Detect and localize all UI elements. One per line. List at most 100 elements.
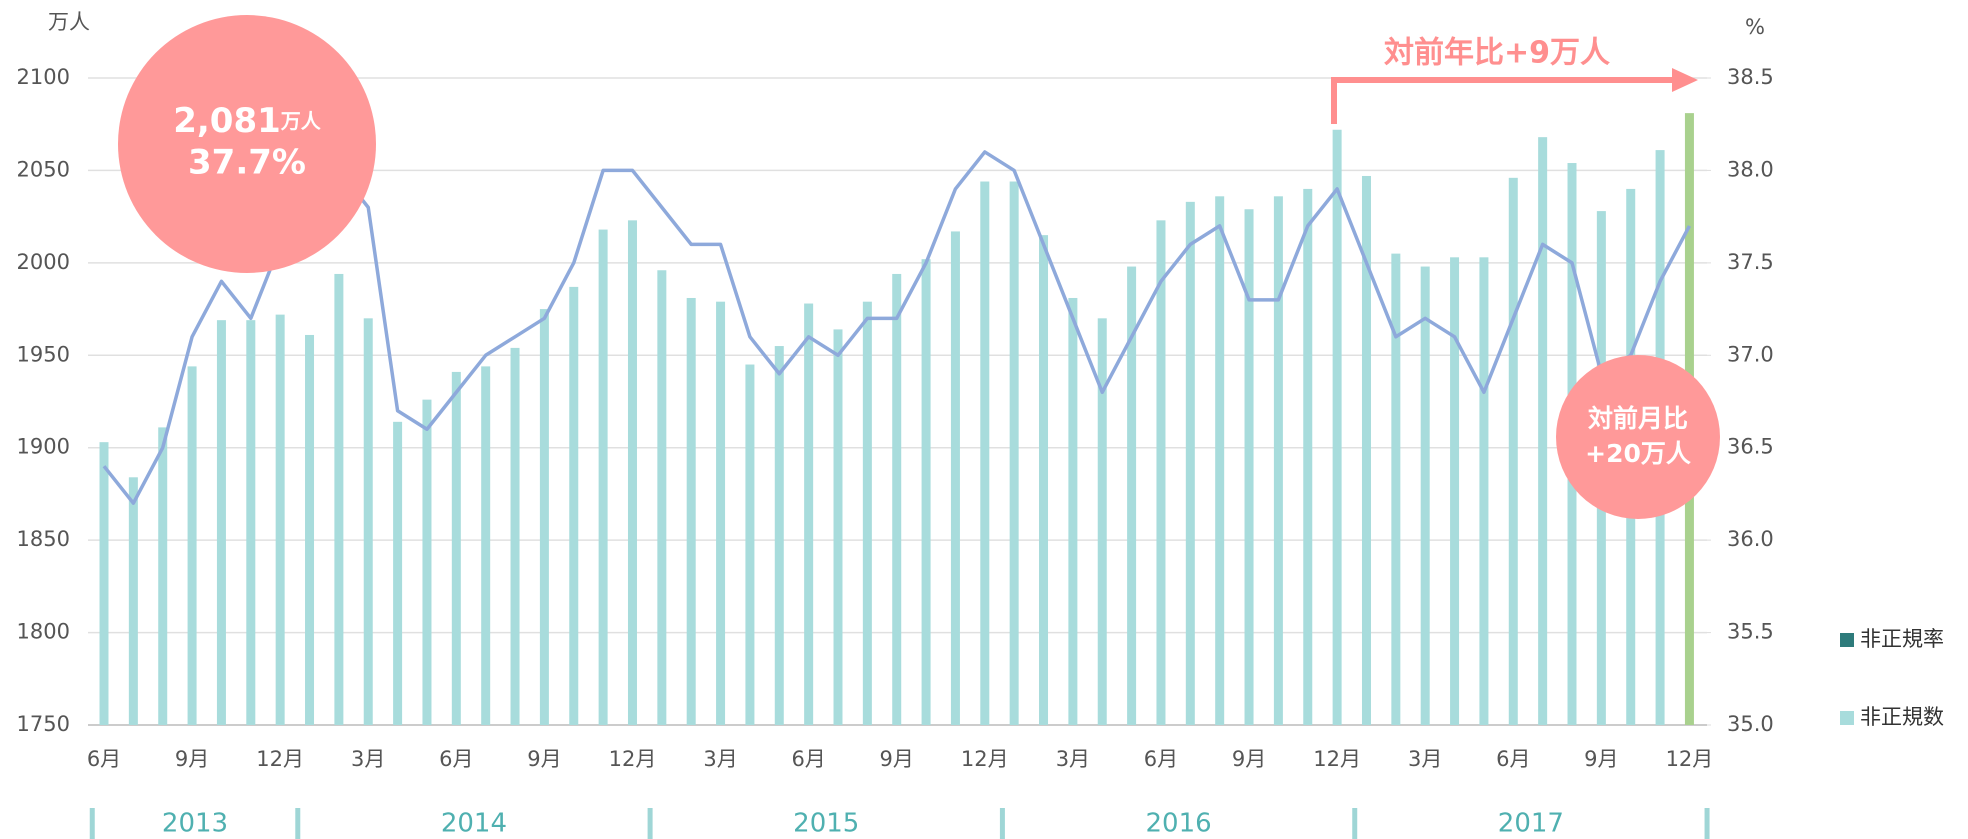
x-tick-label: 3月 bbox=[1408, 747, 1442, 771]
bar bbox=[1127, 266, 1137, 725]
y2-tick-label: 38.5 bbox=[1727, 65, 1774, 89]
y2-tick-label: 36.5 bbox=[1727, 435, 1774, 459]
bar bbox=[833, 329, 843, 725]
x-tick-label: 6月 bbox=[87, 747, 121, 771]
bar bbox=[187, 366, 197, 725]
x-tick-label: 9月 bbox=[527, 747, 561, 771]
bar bbox=[422, 399, 432, 725]
bar bbox=[1273, 196, 1283, 725]
year-label: 2017 bbox=[1498, 809, 1564, 839]
bar bbox=[804, 303, 814, 725]
x-tick-label: 3月 bbox=[1056, 747, 1090, 771]
x-tick-label: 6月 bbox=[1144, 747, 1178, 771]
x-tick-label: 6月 bbox=[791, 747, 825, 771]
bar bbox=[1009, 181, 1019, 725]
bar bbox=[569, 286, 579, 725]
legend-swatch bbox=[1840, 633, 1854, 647]
bar bbox=[892, 273, 902, 725]
y-axis-label: 万人 bbox=[48, 10, 90, 34]
x-tick-label: 3月 bbox=[351, 747, 385, 771]
bar bbox=[1215, 196, 1225, 725]
x-tick-label: 12月 bbox=[961, 747, 1009, 771]
year-label: 2016 bbox=[1145, 809, 1211, 839]
legend-swatch bbox=[1840, 711, 1854, 725]
annotation-value: +20万人 bbox=[1585, 439, 1691, 468]
bar bbox=[158, 427, 168, 725]
bar bbox=[598, 229, 608, 725]
bar bbox=[305, 334, 315, 725]
x-tick-label: 6月 bbox=[1496, 747, 1530, 771]
x-tick-label: 6月 bbox=[439, 747, 473, 771]
bar bbox=[657, 270, 667, 725]
year-label: 2015 bbox=[793, 809, 859, 839]
annotation-value: 2,081万人 bbox=[173, 101, 322, 141]
y2-tick-label: 37.0 bbox=[1727, 342, 1774, 366]
y-tick-label: 2050 bbox=[17, 157, 70, 181]
bar bbox=[481, 366, 491, 725]
bar bbox=[921, 259, 931, 725]
y2-tick-label: 35.5 bbox=[1727, 620, 1774, 644]
y-tick-label: 1800 bbox=[17, 620, 70, 644]
legend-label: 非正規率 bbox=[1860, 627, 1944, 651]
legend-label: 非正規数 bbox=[1860, 705, 1944, 729]
bar bbox=[1538, 137, 1548, 725]
annotation-yoy: 対前年比+9万人 bbox=[1384, 36, 1610, 71]
y-tick-label: 2000 bbox=[17, 250, 70, 274]
bar bbox=[451, 371, 461, 725]
bar bbox=[510, 347, 520, 725]
x-tick-label: 12月 bbox=[1313, 747, 1361, 771]
year-label: 2014 bbox=[441, 809, 507, 839]
annotation-unit: 万人 bbox=[280, 109, 322, 133]
y2-tick-label: 36.0 bbox=[1727, 527, 1774, 551]
bar bbox=[980, 181, 990, 725]
annotation-arrow bbox=[1331, 77, 1676, 124]
annotation-label: 対前月比 bbox=[1588, 404, 1688, 433]
y-tick-label: 2100 bbox=[17, 65, 70, 89]
bar bbox=[246, 320, 256, 725]
bar bbox=[1391, 253, 1401, 725]
y-tick-label: 1850 bbox=[17, 527, 70, 551]
x-tick-label: 9月 bbox=[1584, 747, 1618, 771]
bar bbox=[128, 477, 138, 725]
bar bbox=[1420, 266, 1430, 725]
year-label: 2013 bbox=[162, 809, 228, 839]
x-tick-label: 9月 bbox=[1232, 747, 1266, 771]
bar bbox=[686, 297, 696, 725]
bar bbox=[1039, 235, 1049, 725]
bar bbox=[950, 231, 960, 725]
bar bbox=[393, 421, 403, 725]
y-tick-label: 1950 bbox=[17, 342, 70, 366]
bar bbox=[627, 220, 637, 725]
bar bbox=[1156, 220, 1166, 725]
x-tick-label: 12月 bbox=[256, 747, 304, 771]
x-tick-label: 12月 bbox=[609, 747, 657, 771]
line bbox=[102, 150, 1691, 505]
y2-axis-label: % bbox=[1745, 15, 1765, 39]
annotation-rate: 37.7% bbox=[188, 143, 306, 183]
y-tick-label: 1900 bbox=[17, 435, 70, 459]
annotation-arrowhead bbox=[1672, 68, 1698, 92]
bar bbox=[862, 301, 872, 725]
bar bbox=[1097, 318, 1107, 725]
bar bbox=[1068, 297, 1078, 725]
bar bbox=[1185, 201, 1195, 726]
bar bbox=[1479, 257, 1489, 725]
y-tick-label: 1750 bbox=[17, 712, 70, 736]
annotation-circle bbox=[118, 15, 376, 273]
bar bbox=[334, 273, 344, 725]
bar bbox=[1332, 129, 1342, 725]
bar bbox=[1303, 188, 1313, 725]
y2-tick-label: 38.0 bbox=[1727, 157, 1774, 181]
bar bbox=[1450, 257, 1460, 725]
y2-tick-label: 37.5 bbox=[1727, 250, 1774, 274]
annotation-number: 2,081 bbox=[173, 101, 281, 141]
bar bbox=[99, 442, 109, 725]
x-tick-label: 9月 bbox=[175, 747, 209, 771]
bar bbox=[774, 346, 784, 725]
bar bbox=[745, 364, 755, 725]
x-tick-label: 9月 bbox=[880, 747, 914, 771]
bar bbox=[1508, 177, 1518, 725]
bar bbox=[363, 318, 373, 725]
bar bbox=[275, 314, 285, 725]
